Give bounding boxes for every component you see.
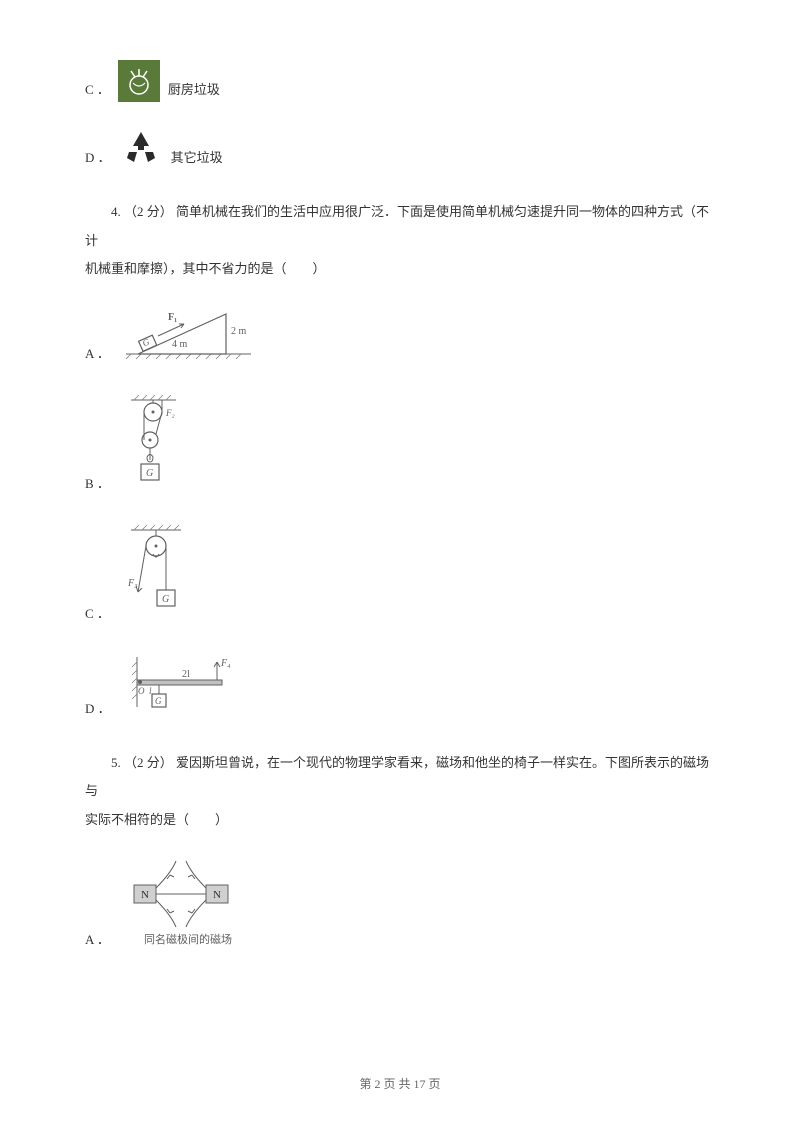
page-footer: 第 2 页 共 17 页 bbox=[0, 1075, 800, 1092]
q4-b-label: B ． bbox=[85, 473, 110, 496]
svg-text:F₁: F₁ bbox=[168, 312, 177, 323]
q5-option-a: A ． N N 同名磁极间的磁场 bbox=[85, 853, 715, 952]
svg-text:N: N bbox=[141, 889, 149, 901]
svg-text:G: G bbox=[146, 468, 153, 479]
footer-text: 第 2 页 共 17 页 bbox=[359, 1077, 440, 1091]
q5-line1: 爱因斯坦曾说，在一个现代的物理学家看来，磁场和他坐的椅子一样实在。下图所表示的磁… bbox=[85, 755, 709, 799]
other-waste-icon bbox=[119, 126, 163, 170]
q4-d-label: D ． bbox=[85, 698, 111, 721]
svg-text:G: G bbox=[141, 336, 151, 348]
question-4: 4. （2 分） 简单机械在我们的生活中应用很广泛．下面是使用简单机械匀速提升同… bbox=[85, 198, 715, 721]
svg-text:2l: 2l bbox=[182, 669, 190, 680]
q4-number: 4. bbox=[111, 204, 121, 219]
svg-text:N: N bbox=[213, 889, 221, 901]
prev-option-d: D ． 其它垃圾 bbox=[85, 126, 715, 170]
q4-option-c: C ． F₃ G bbox=[85, 522, 715, 626]
q4-option-d: D ． O l G 2l F₄ bbox=[85, 652, 715, 721]
incline-diagram: G F₁ 4 m 2 m bbox=[126, 302, 256, 366]
q4-option-b: B ． F₂ G bbox=[85, 392, 715, 496]
svg-text:4 m: 4 m bbox=[172, 339, 188, 350]
option-c-label: C ． bbox=[85, 79, 110, 102]
q5-number: 5. bbox=[111, 755, 121, 770]
option-c-text: 厨房垃圾 bbox=[168, 79, 220, 102]
kitchen-waste-icon bbox=[118, 60, 160, 102]
fixed-pulley-diagram: F₃ G bbox=[126, 522, 191, 626]
svg-text:F₄: F₄ bbox=[220, 658, 231, 669]
q4-text: 4. （2 分） 简单机械在我们的生活中应用很广泛．下面是使用简单机械匀速提升同… bbox=[85, 198, 715, 255]
q4-points: （2 分） bbox=[124, 204, 173, 219]
q5-a-caption: 同名磁极间的磁场 bbox=[144, 932, 232, 946]
svg-text:F₂: F₂ bbox=[165, 408, 175, 418]
svg-text:F₃: F₃ bbox=[127, 578, 138, 589]
svg-text:O: O bbox=[138, 686, 145, 696]
svg-text:2 m: 2 m bbox=[231, 326, 247, 337]
option-d-text: 其它垃圾 bbox=[171, 147, 223, 170]
q5-points: （2 分） bbox=[124, 755, 173, 770]
q4-c-label: C ． bbox=[85, 603, 110, 626]
option-d-label: D ． bbox=[85, 147, 111, 170]
question-5: 5. （2 分） 爱因斯坦曾说，在一个现代的物理学家看来，磁场和他坐的椅子一样实… bbox=[85, 749, 715, 952]
svg-text:G: G bbox=[155, 696, 162, 706]
prev-option-c: C ． 厨房垃圾 bbox=[85, 60, 715, 102]
q5-a-label: A ． bbox=[85, 929, 110, 952]
q4-option-a: A ． G F₁ 4 m 2 m bbox=[85, 302, 715, 366]
q4-line2: 机械重和摩擦），其中不省力的是（ ） bbox=[85, 255, 715, 284]
movable-pulley-diagram: F₂ G bbox=[126, 392, 186, 496]
lever-diagram: O l G 2l F₄ bbox=[127, 652, 237, 721]
q4-a-label: A ． bbox=[85, 343, 110, 366]
magnetic-field-diagram: N N 同名磁极间的磁场 bbox=[126, 853, 246, 952]
svg-text:G: G bbox=[162, 594, 169, 605]
q5-line2: 实际不相符的是（ ） bbox=[85, 806, 715, 835]
q4-line1: 简单机械在我们的生活中应用很广泛．下面是使用简单机械匀速提升同一物体的四种方式（… bbox=[85, 204, 709, 248]
q5-text: 5. （2 分） 爱因斯坦曾说，在一个现代的物理学家看来，磁场和他坐的椅子一样实… bbox=[85, 749, 715, 806]
